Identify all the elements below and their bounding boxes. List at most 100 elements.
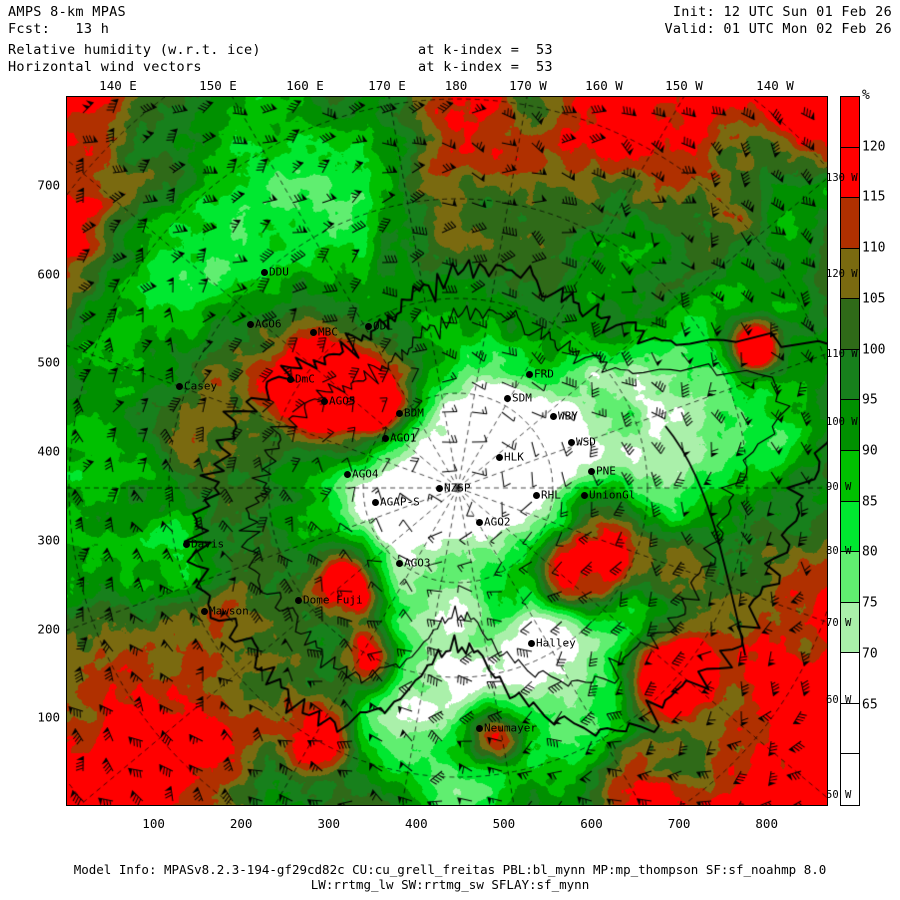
station-label: FRD: [534, 367, 554, 381]
station-label: BDM: [404, 406, 424, 420]
colorbar-overlay-longitude-label: 50 W: [826, 789, 852, 801]
field-name-primary: Relative humidity (w.r.t. ice): [8, 42, 261, 58]
station-marker: [183, 541, 190, 548]
station-label: DDU: [269, 265, 289, 279]
station-label: WSD: [576, 435, 596, 449]
map-plot-area[interactable]: DDU AGO6 MBC ODL DmC AGO5 BDM AGO1 Casey AGO4 AGAP…: [66, 96, 828, 806]
colorbar-segment: [841, 147, 859, 199]
station-marker: [372, 499, 379, 506]
station-marker: [344, 471, 351, 478]
station-label: NZSP: [444, 481, 471, 495]
init-time: Init: 12 UTC Sun 01 Feb 26: [672, 4, 892, 20]
station-label: Halley: [536, 636, 576, 650]
colorbar-segment: [841, 97, 859, 148]
colorbar-unit-label: %: [862, 87, 870, 103]
station-marker: [504, 395, 511, 402]
station-marker: [550, 413, 557, 420]
station-marker: [588, 468, 595, 475]
top-longitude-tick-label: 140 W: [756, 78, 794, 93]
top-longitude-tick-label: 160 W: [585, 78, 623, 93]
station-label: HLK: [504, 450, 524, 464]
colorbar-tick-label: 110: [862, 240, 886, 256]
colorbar-overlay-longitude-label: 60 W: [826, 694, 852, 706]
station-marker: [247, 321, 254, 328]
station-marker: [476, 519, 483, 526]
station-label: DmC: [295, 372, 315, 386]
colorbar-overlay-longitude-label: 90 W: [826, 481, 852, 493]
station-marker: [476, 725, 483, 732]
colorbar-segment: [841, 248, 859, 300]
colorbar-tick-label: 80: [862, 544, 878, 560]
station-label: MBC: [318, 325, 338, 339]
model-info-line-1: Model Info: MPASv8.2.3-194-gf29cd82c CU:…: [73, 862, 827, 877]
station-marker: [581, 492, 588, 499]
x-axis-tick-label: 400: [405, 816, 428, 831]
station-marker: [287, 376, 294, 383]
colorbar-overlay-longitude-label: 100 W: [826, 416, 858, 428]
footer: Model Info: MPASv8.2.3-194-gf29cd82c CU:…: [0, 862, 900, 892]
colorbar-tick-label: 75: [862, 595, 878, 611]
station-label: Casey: [184, 379, 218, 393]
station-label: AGO4: [352, 467, 379, 481]
y-axis-tick-label: 400: [37, 443, 60, 459]
colorbar-tick-label: 85: [862, 494, 878, 510]
station-marker: [295, 597, 302, 604]
station-label: Neumayer: [484, 721, 537, 735]
header: AMPS 8-km MPAS Fcst: 13 h Relative humid…: [0, 0, 900, 92]
colorbar-segment: [841, 400, 859, 451]
station-marker: [321, 398, 328, 405]
station-marker: [526, 371, 533, 378]
station-marker: [261, 269, 268, 276]
valid-time: Valid: 01 UTC Mon 02 Feb 26: [664, 21, 892, 37]
station-marker: [396, 560, 403, 567]
station-label: AGO1: [390, 431, 417, 445]
colorbar-segment: [841, 198, 859, 249]
station-marker: [496, 454, 503, 461]
colorbar-tick-label: 70: [862, 646, 878, 662]
x-axis-tick-label: 700: [667, 816, 691, 831]
colorbar-segment: [841, 349, 859, 401]
station-marker: [176, 383, 183, 390]
station-marker: [396, 410, 403, 417]
station-marker: [568, 439, 575, 446]
colorbar-segment: [841, 754, 859, 805]
station-label: AGO6: [255, 317, 282, 331]
colorbar-tick-label: 65: [862, 697, 878, 713]
station-marker: [528, 640, 535, 647]
station-label: Dome Fuji: [303, 593, 363, 607]
colorbar-segment: [841, 501, 859, 553]
colorbar-tick-label: 115: [862, 189, 886, 205]
colorbar: [840, 96, 860, 806]
station-label: Mawson: [209, 604, 249, 618]
y-axis-tick-label: 600: [37, 266, 60, 281]
x-axis-tick-label: 100: [142, 816, 165, 831]
station-label: RHL: [541, 488, 561, 502]
model-title: AMPS 8-km MPAS: [8, 4, 126, 20]
k-index-secondary: at k-index = 53: [418, 59, 553, 75]
y-axis-tick-label: 100: [37, 709, 60, 725]
station-label: WBY: [558, 409, 578, 423]
colorbar-segment: [841, 450, 859, 502]
station-label: ODL: [373, 319, 393, 333]
top-longitude-tick-label: 150 W: [665, 78, 703, 93]
top-longitude-tick-label: 180: [444, 78, 468, 93]
colorbar-overlay-longitude-label: 80 W: [826, 545, 852, 557]
k-index-primary: at k-index = 53: [418, 42, 553, 58]
station-marker: [310, 329, 317, 336]
top-longitude-tick-label: 170 W: [509, 78, 547, 93]
colorbar-tick-label: 105: [862, 291, 886, 307]
station-label: AGO5: [329, 394, 356, 408]
station-marker: [533, 492, 540, 499]
x-axis-tick-label: 500: [492, 816, 516, 831]
colorbar-tick-label: 90: [862, 443, 878, 459]
y-axis-tick-label: 500: [37, 354, 60, 370]
model-info-line-2: LW:rrtmg_lw SW:rrtmg_sw SFLAY:sf_mynn: [310, 877, 590, 892]
colorbar-segment: [841, 653, 859, 704]
y-axis-tick-label: 300: [37, 532, 60, 548]
field-name-secondary: Horizontal wind vectors: [8, 59, 202, 75]
x-axis-tick-label: 300: [317, 816, 341, 831]
station-marker: [201, 608, 208, 615]
station-label: Davis: [191, 537, 225, 551]
colorbar-segment: [841, 299, 859, 350]
station-marker: [436, 485, 443, 492]
